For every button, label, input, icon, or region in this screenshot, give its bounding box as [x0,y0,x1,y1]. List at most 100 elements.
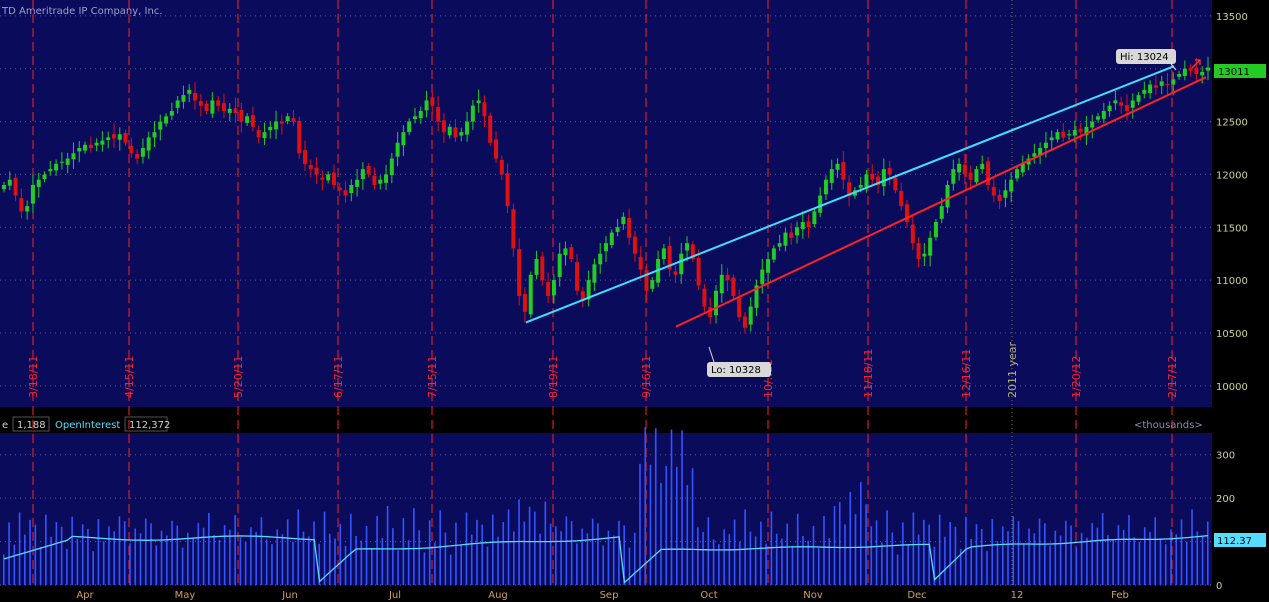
volume-bar [581,528,583,585]
volume-bar [1033,533,1036,585]
low-label: Lo: 10328 [711,365,761,376]
volume-bar [1070,525,1072,585]
volume-bar [733,519,736,585]
candle-body [615,227,620,232]
volume-bar [1175,534,1178,585]
candle-body [1119,102,1124,106]
volume-bar [187,532,189,585]
copyright-label: TD Ameritrade IP Company, Inc. [1,6,163,17]
volume-bar [975,524,978,585]
candle-body [511,209,516,249]
volume-bar [1196,531,1199,585]
volume-bar [691,468,694,585]
candle-body [337,187,342,191]
date-marker-labels: 3/18/11 4/15/11 5/20/11 6/17/11 7/15/11 8/19/… [27,341,1179,398]
volume-bar [928,524,930,585]
volume-bar [71,516,73,585]
volume-bar [271,544,273,585]
volume-bar [1086,537,1088,585]
date-marker-label: 12/16/11 [960,349,973,398]
volume-bar [428,520,431,585]
volume-bar [786,523,788,585]
candle-body [580,291,585,302]
volume-bar [334,538,336,585]
candle-body [870,173,875,180]
price-tick-label: 12500 [1216,118,1248,129]
volume-bar [628,547,631,585]
volume-bar [670,429,673,585]
candle-body [140,148,145,157]
candle-body [1194,67,1199,74]
volume-bar [50,536,52,585]
candle-body [962,164,967,175]
open-interest-line [3,535,1209,584]
volume-bar [854,514,857,585]
candle-body [175,100,180,108]
candle-body [239,109,244,122]
candle-body [1142,89,1147,94]
candle-body [418,111,423,119]
candle-body [1165,83,1170,85]
volume-bar [386,505,389,585]
candle-body [430,97,435,106]
candle-body [158,121,163,130]
candle-body [1113,100,1118,104]
volume-bar [24,534,26,585]
date-marker-label: 9/16/11 [640,356,653,398]
date-marker-label: 2/17/12 [1166,356,1179,398]
volume-bar [907,544,909,585]
candle-body [401,132,406,146]
volume-bar [707,517,710,585]
volume-bar [402,518,405,585]
volume-bar [917,534,920,585]
candle-body [922,253,927,257]
volume-bar [113,531,116,585]
volume-bar [618,520,620,585]
candle-body [436,106,441,122]
month-label: Jun [281,590,298,601]
volume-bar [39,546,42,585]
price-tick-label: 13500 [1216,12,1248,23]
candle-body [94,142,99,146]
volume-bar [523,521,526,585]
candle-body [835,163,840,170]
candle-body [424,100,429,111]
volume-bar [449,554,452,585]
candle-body [708,307,713,318]
volume-bar [1017,521,1020,585]
candle-body [494,139,499,159]
volume-bar [376,515,378,585]
candle-body [1055,132,1060,140]
volume-bar [1022,543,1025,585]
candle-body [748,306,753,325]
volume-bar [649,464,652,585]
candle-body [528,274,533,315]
volume-bar [765,543,767,585]
candle-body [499,159,504,175]
volume-bar [413,508,415,585]
candle-body [1003,190,1008,198]
candle-body [2,185,6,190]
volume-bar [292,541,294,585]
candle-body [690,244,695,259]
candle-body [667,245,672,270]
volume-bar [607,530,610,585]
candle-body [823,179,828,195]
candle-body [1032,153,1037,157]
date-marker-label: 5/20/11 [232,356,245,398]
candle-body [378,179,383,184]
volume-bar [844,524,846,585]
candle-body [245,116,250,123]
upper-trendline [525,65,1175,324]
volume-bar [781,538,783,585]
volume-bar [654,428,657,585]
volume-bar [339,523,342,585]
date-marker-label: 1/20/12 [1070,356,1083,398]
candle-body [459,132,464,136]
volume-bar [549,523,552,585]
candle-body [540,256,545,281]
candle-body [111,134,116,139]
volume-bar [933,546,936,585]
candle-body [905,204,909,222]
date-marker-label: 2011 year [1006,341,1019,398]
